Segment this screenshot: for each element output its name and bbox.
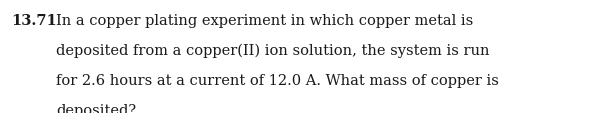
Text: for 2.6 hours at a current of 12.0 A. What mass of copper is: for 2.6 hours at a current of 12.0 A. Wh…	[56, 73, 499, 87]
Text: In a copper plating experiment in which copper metal is: In a copper plating experiment in which …	[56, 14, 473, 27]
Text: deposited?: deposited?	[56, 103, 136, 113]
Text: deposited from a copper(II) ion solution, the system is run: deposited from a copper(II) ion solution…	[56, 44, 490, 58]
Text: 13.71: 13.71	[11, 14, 57, 27]
